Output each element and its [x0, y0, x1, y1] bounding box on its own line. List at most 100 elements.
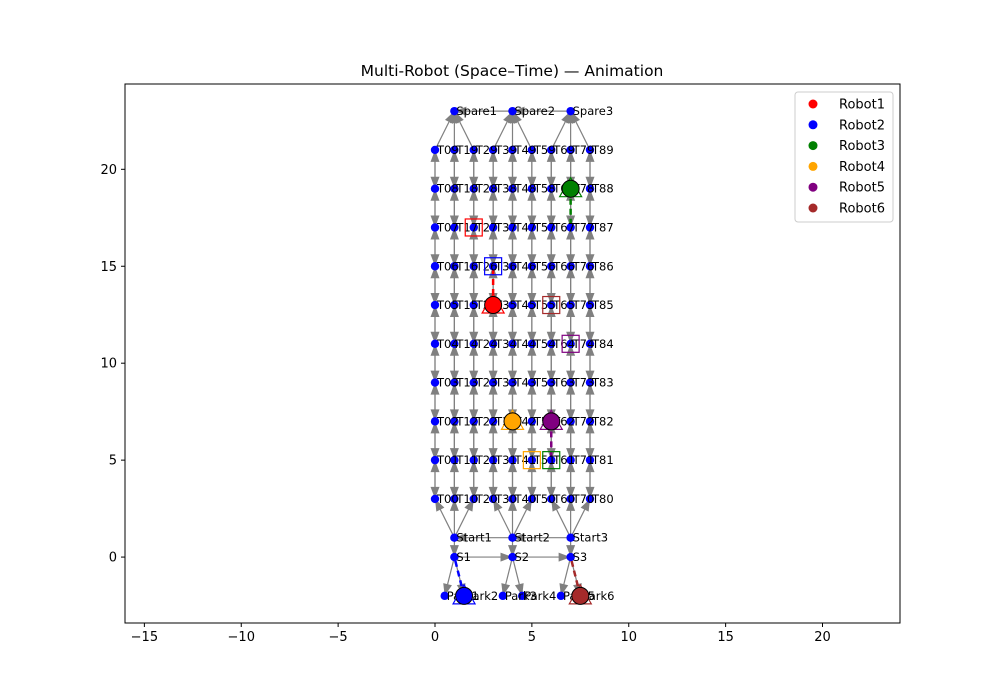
- edge-arrow: [469, 254, 479, 267]
- graph-node: [566, 552, 575, 562]
- node-label: T85: [591, 298, 614, 312]
- graph-node: [430, 494, 440, 504]
- node-label: T39: [494, 143, 517, 157]
- x-tick-label: 15: [717, 630, 734, 645]
- x-tick-label: 20: [814, 630, 831, 645]
- graph-node: [527, 145, 537, 155]
- node-label: Park6: [582, 589, 614, 603]
- node-label: T56: [533, 259, 556, 273]
- x-tick-label: 10: [620, 630, 637, 645]
- graph-node: [547, 262, 556, 271]
- node-label: T53: [533, 376, 556, 390]
- node-label: T57: [533, 220, 556, 234]
- node-label: T66: [552, 259, 575, 273]
- edge-arrow: [585, 293, 595, 306]
- y-tick-label: 5: [109, 454, 117, 469]
- node-label: T11: [455, 453, 478, 467]
- graph-node: [547, 300, 556, 310]
- edge-arrow: [430, 331, 440, 344]
- node-label: T59: [533, 143, 556, 157]
- edge-arrow: [430, 176, 440, 189]
- edge-arrow: [449, 293, 459, 306]
- graph-node: [488, 417, 498, 426]
- edge-arrow: [585, 486, 595, 499]
- node-label: T14: [455, 337, 478, 351]
- node-label: T22: [475, 414, 498, 428]
- node-label: T60: [552, 492, 575, 506]
- edge-arrow: [527, 215, 537, 228]
- edge-arrow: [566, 448, 576, 461]
- edge-arrow: [430, 409, 440, 422]
- graph-node: [508, 223, 517, 232]
- node-label: T46: [514, 259, 537, 273]
- robot-goal-marker: [542, 451, 561, 470]
- robot-layer: [452, 176, 593, 605]
- node-label: T38: [494, 182, 517, 196]
- edge-arrow: [488, 448, 498, 461]
- edge-arrow: [454, 106, 467, 116]
- node-label: T30: [494, 492, 517, 506]
- node-label: T02: [436, 414, 459, 428]
- robot-goal-marker: [484, 257, 503, 276]
- graph-node: [450, 145, 459, 155]
- edge-arrow: [508, 486, 517, 499]
- edge-arrow: [566, 486, 576, 499]
- edge-arrow: [449, 331, 459, 344]
- legend-marker: [808, 182, 818, 192]
- edge-arrow: [527, 176, 537, 189]
- edge-arrow: [558, 552, 571, 562]
- node-label: T72: [572, 414, 595, 428]
- edge-arrow: [585, 448, 595, 461]
- node-label: T50: [533, 492, 556, 506]
- edge-arrow: [488, 486, 498, 499]
- y-tick-label: 15: [100, 260, 117, 275]
- node-label: T69: [552, 143, 575, 157]
- graph-node: [585, 262, 595, 271]
- node-label: T13: [455, 376, 478, 390]
- edge-arrow: [566, 254, 576, 267]
- node-label: T06: [436, 259, 459, 273]
- node-label: T83: [591, 376, 614, 390]
- edge-arrow: [508, 498, 517, 511]
- graph-node: [450, 106, 459, 116]
- node-label: Spare2: [515, 104, 556, 118]
- edge-arrow: [512, 106, 525, 116]
- graph-node: [547, 184, 556, 193]
- legend: Robot1 Robot2 Robot3 Robot4 Robot5 Robot6: [794, 91, 894, 223]
- graph-node: [566, 417, 575, 426]
- graph-node: [566, 494, 575, 504]
- edge-arrow: [527, 331, 537, 344]
- graph-node: [450, 184, 459, 193]
- graph-node: [450, 378, 459, 387]
- edge-arrow: [469, 486, 479, 499]
- edge-arrow: [585, 215, 595, 228]
- legend-marker: [808, 203, 818, 213]
- graph-node: [585, 145, 595, 155]
- edge-arrow: [449, 254, 459, 267]
- graph-node: [469, 494, 478, 504]
- node-label: T70: [572, 492, 595, 506]
- node-label: T43: [514, 376, 537, 390]
- graph-node: [450, 300, 459, 310]
- edge-arrow: [585, 254, 595, 267]
- edge-arrow: [488, 331, 498, 344]
- edge-arrow: [449, 498, 459, 511]
- node-label: S2: [515, 550, 530, 564]
- node-layer: [430, 106, 595, 601]
- node-label: T23: [475, 376, 498, 390]
- edge-arrow: [512, 533, 525, 543]
- graph-node: [508, 145, 517, 155]
- edge-arrow: [508, 176, 517, 189]
- edge-arrow: [566, 409, 576, 422]
- edge-arrow: [566, 293, 576, 306]
- node-label: S3: [573, 550, 588, 564]
- graph-node: [508, 184, 517, 193]
- node-label: T34: [494, 337, 517, 351]
- edge-arrow: [449, 486, 459, 499]
- edge-arrow: [546, 331, 556, 344]
- graph-node: [488, 378, 498, 387]
- node-label: T65: [552, 298, 575, 312]
- node-label: T76: [572, 259, 595, 273]
- node-label: T71: [572, 453, 595, 467]
